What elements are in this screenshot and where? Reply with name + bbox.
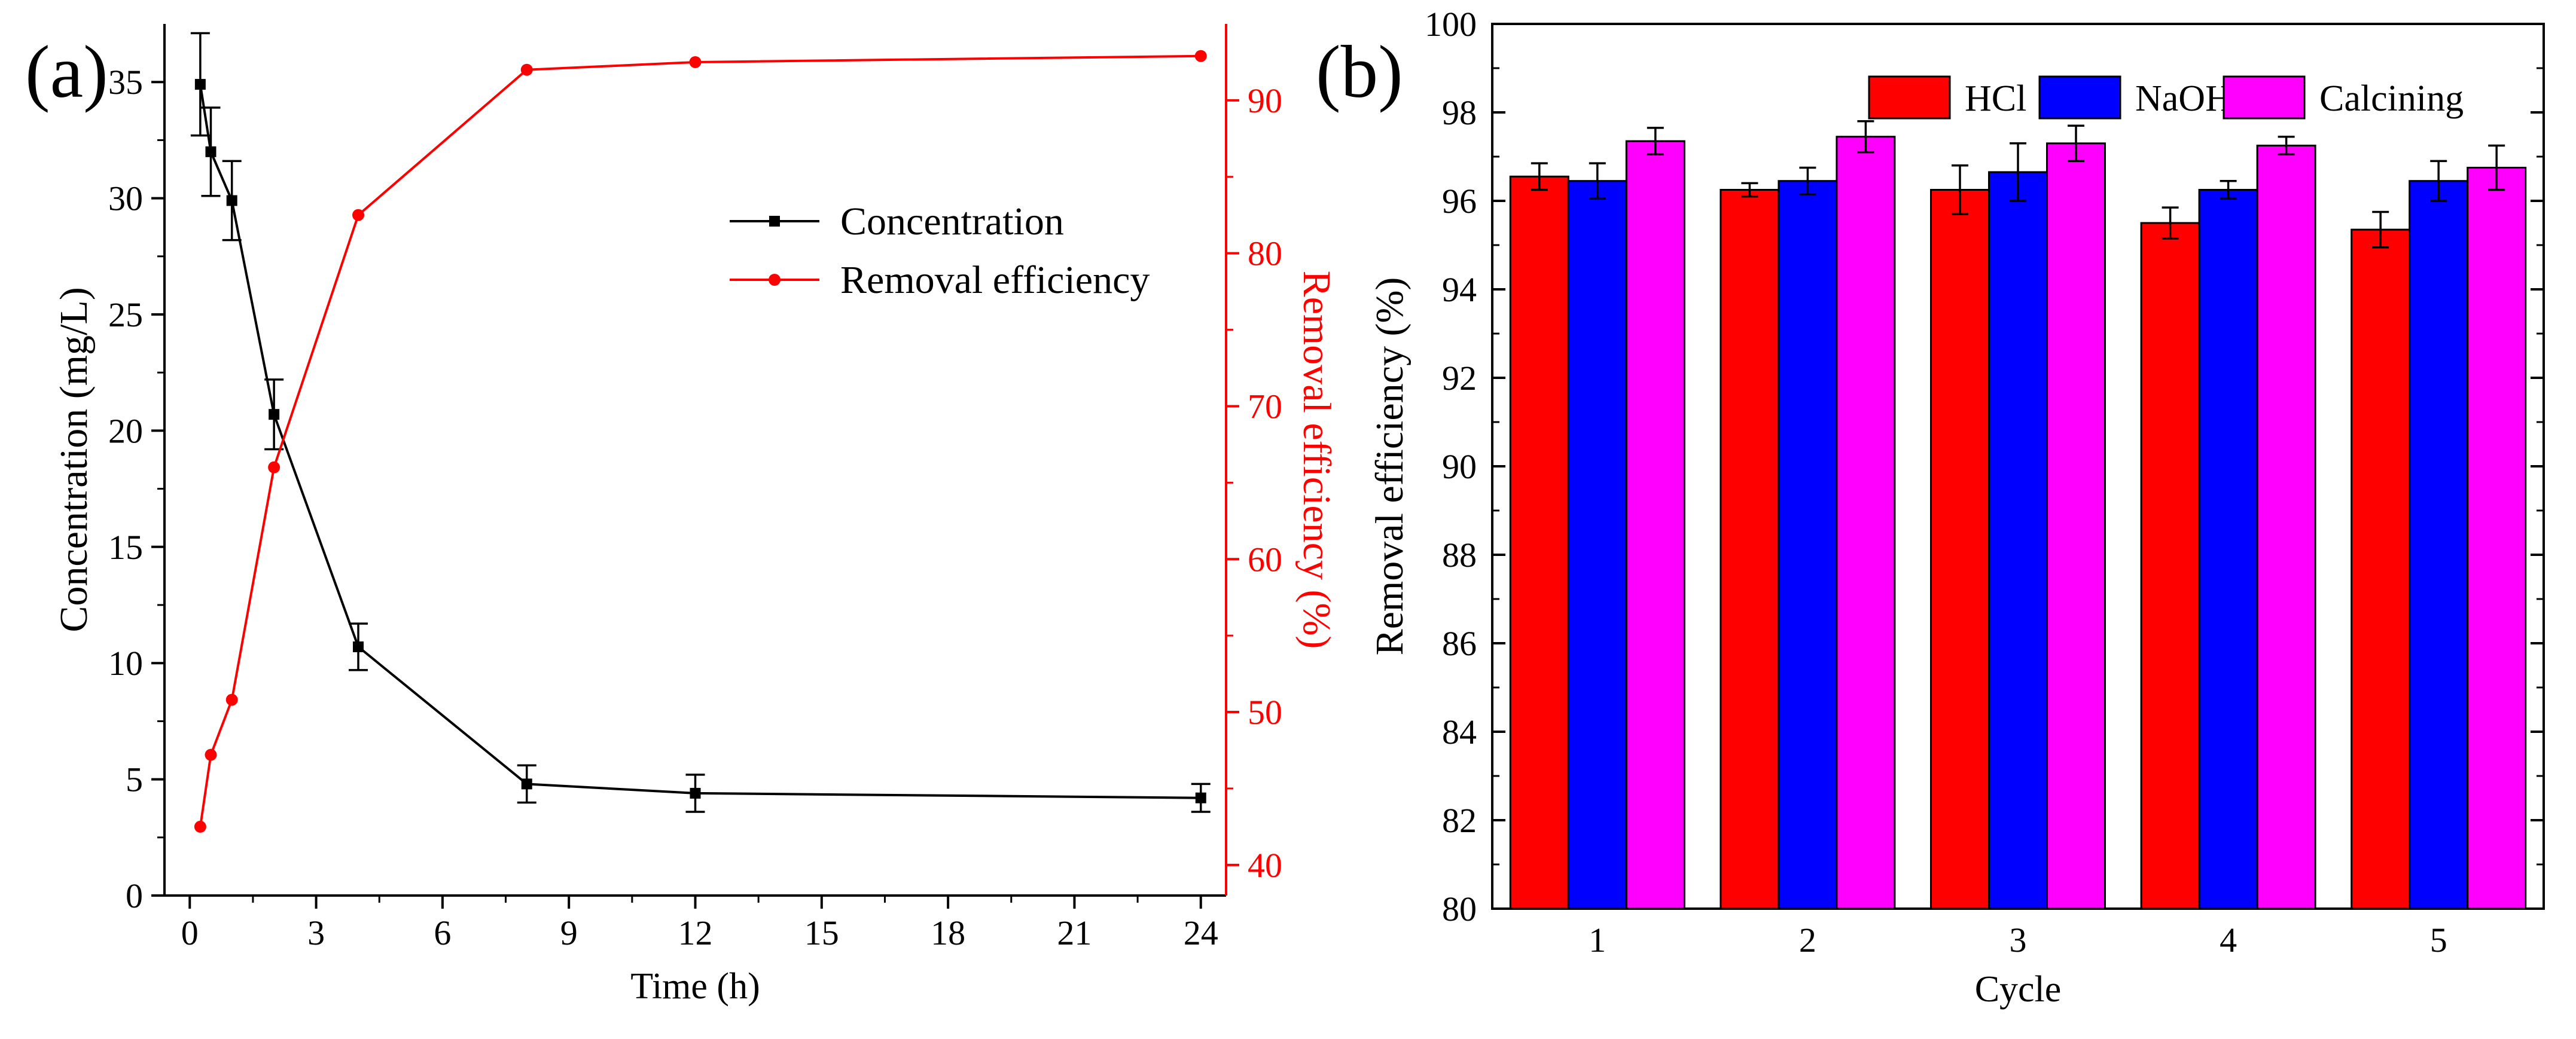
b-bar-naoh [1567, 180, 1627, 910]
a-x-axis-label: Time (h) [630, 966, 760, 1007]
a-removal-point [268, 461, 281, 473]
b-y-tick-label: 86 [1442, 624, 1477, 663]
a-y-tick-label: 25 [108, 295, 143, 334]
a-y-tick-label: 35 [108, 63, 143, 102]
b-y-axis-label: Removal efficiency (%) [1368, 277, 1412, 656]
b-legend-swatch-hcl [1868, 75, 1951, 120]
a-legend-removal-label: Removal efficiency [840, 258, 1150, 302]
panel-b-label: (b) [1316, 31, 1403, 114]
a-y-tick-label: 5 [126, 760, 143, 799]
b-x-axis-label: Cycle [1975, 969, 2062, 1010]
b-y-tick-label: 90 [1442, 447, 1477, 486]
a-removal-line [199, 54, 1201, 827]
b-y-tick-label: 88 [1442, 536, 1477, 574]
b-bar-hcl [1720, 189, 1780, 910]
a-removal-point [225, 693, 238, 706]
b-bar-calcining [2256, 145, 2316, 910]
a-concentration-point [521, 778, 532, 790]
a-concentration-point [690, 787, 701, 799]
a-x-tick-label: 12 [678, 913, 713, 952]
a-y-tick-label: 0 [126, 876, 143, 915]
a-concentration-point [226, 195, 237, 206]
a-legend-concentration-marker [769, 216, 780, 227]
a-removal-point [689, 56, 702, 68]
b-bar-calcining [1836, 136, 1896, 910]
a-removal-point [194, 820, 206, 833]
b-y-tick-label: 98 [1442, 93, 1477, 132]
b-bar-calcining [1625, 140, 1685, 910]
b-y-tick-label: 100 [1425, 5, 1477, 44]
b-x-tick-label: 1 [1589, 921, 1606, 959]
a-concentration-point [194, 79, 206, 90]
b-y-tick-label: 80 [1442, 890, 1477, 928]
a-y-tick-label: 10 [108, 644, 143, 683]
b-bar-hcl [1509, 175, 1569, 910]
b-bar-naoh [1778, 180, 1838, 910]
a-y2-tick-label: 60 [1248, 540, 1282, 579]
a-concentration-point [269, 409, 280, 420]
b-x-tick-label: 5 [2430, 921, 2447, 959]
b-x-tick-label: 4 [2220, 921, 2237, 959]
b-y-tick-label: 84 [1442, 713, 1477, 751]
panel-a-label: (a) [25, 31, 108, 114]
b-legend-label-hcl: HCl [1965, 78, 2026, 119]
a-removal-point [352, 209, 365, 221]
a-y2-tick-label: 80 [1248, 234, 1282, 273]
b-bar-calcining [2467, 167, 2527, 910]
a-y2-tick-label: 90 [1248, 81, 1282, 120]
a-x-tick-label: 24 [1184, 913, 1218, 952]
b-y-tick-label: 82 [1442, 801, 1477, 840]
b-legend-swatch-naoh [2038, 75, 2121, 120]
a-y-tick-label: 30 [108, 179, 143, 218]
a-concentration-point [1195, 792, 1206, 803]
a-concentration-point [353, 641, 364, 652]
b-bar-naoh [2198, 189, 2258, 910]
b-x-tick-label: 2 [1799, 921, 1816, 959]
b-y-tick-label: 94 [1442, 270, 1477, 309]
a-y2-tick-label: 70 [1248, 387, 1282, 426]
b-bar-hcl [2351, 228, 2411, 910]
a-concentration-line [199, 84, 1201, 799]
b-bar-naoh [2409, 180, 2469, 910]
a-x-tick-label: 15 [804, 913, 839, 952]
a-legend-removal-marker [769, 274, 781, 286]
b-legend-swatch-calcining [2223, 75, 2306, 120]
a-x-tick-label: 9 [560, 913, 578, 952]
a-removal-point [1194, 50, 1207, 62]
b-x-tick-label: 3 [2010, 921, 2027, 959]
a-y2-tick-label: 50 [1248, 693, 1282, 732]
b-bar-naoh [1988, 171, 2048, 910]
b-bar-hcl [1930, 189, 1990, 910]
a-x-tick-label: 3 [307, 913, 325, 952]
a-y-tick-label: 20 [108, 411, 143, 450]
a-y-axis-label: Concentration (mg/L) [52, 287, 96, 632]
a-concentration-point [205, 146, 217, 157]
b-legend-label-calcining: Calcining [2319, 78, 2464, 119]
a-y-tick-label: 15 [108, 528, 143, 567]
b-bar-calcining [2046, 142, 2106, 910]
b-y-tick-label: 96 [1442, 182, 1477, 221]
a-x-tick-label: 6 [434, 913, 451, 952]
b-legend-label-naoh: NaOH [2135, 78, 2232, 119]
b-bar-hcl [2140, 222, 2200, 910]
a-y2-axis-label: Removal efficiency (%) [1295, 271, 1339, 649]
a-x-tick-label: 0 [181, 913, 199, 952]
a-removal-point [205, 748, 217, 761]
a-removal-point [520, 63, 533, 76]
a-x-tick-label: 21 [1057, 913, 1092, 952]
b-y-tick-label: 92 [1442, 359, 1477, 398]
a-y2-tick-label: 40 [1248, 846, 1282, 885]
a-x-tick-label: 18 [931, 913, 965, 952]
a-legend-concentration-label: Concentration [840, 200, 1064, 243]
